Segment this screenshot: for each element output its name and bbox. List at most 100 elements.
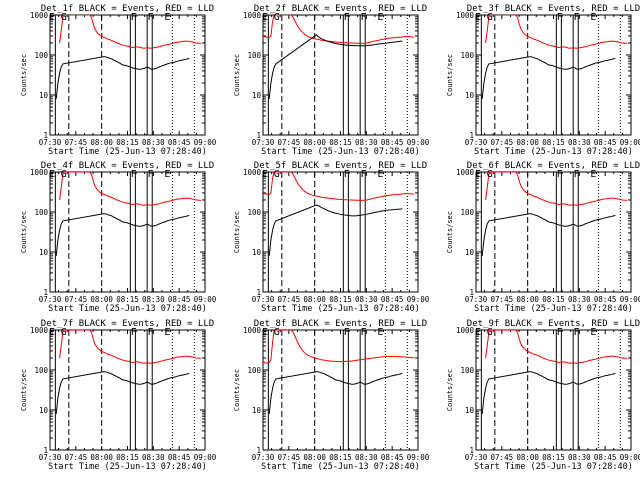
x-tick-label: 08:45	[381, 295, 404, 304]
lld-series-line	[485, 330, 628, 364]
y-axis-label: Counts/sec	[233, 369, 241, 411]
lld-series-line	[263, 330, 415, 364]
event-marker-label: F	[361, 12, 367, 23]
events-series-line	[481, 371, 616, 414]
x-tick-label: 08:30	[568, 138, 591, 147]
event-marker-label: F	[344, 12, 350, 23]
x-axis-label: Start Time (25-Jun-13 07:28:40)	[474, 304, 633, 314]
y-tick-label: 1000	[243, 168, 262, 177]
x-tick-label: 07:45	[65, 138, 88, 147]
y-tick-label: 100	[247, 366, 261, 375]
plot-area	[54, 172, 202, 292]
x-tick-label: 07:45	[491, 295, 514, 304]
event-marker-label: E	[262, 327, 268, 338]
event-marker-label: F	[131, 327, 137, 338]
y-tick-label: 1	[43, 288, 48, 297]
event-marker-label: G	[61, 12, 67, 23]
event-marker-label: E	[262, 169, 268, 180]
x-tick-label: 09:00	[407, 453, 430, 462]
x-tick-label: 07:30	[465, 138, 488, 147]
event-marker-label: F	[361, 169, 367, 180]
x-tick-label: 09:00	[620, 138, 640, 147]
event-marker-label: G	[487, 327, 493, 338]
x-axis-label: Start Time (25-Jun-13 07:28:40)	[474, 462, 633, 472]
lld-series-line	[263, 15, 415, 44]
events-series-line	[55, 213, 190, 256]
y-tick-label: 100	[247, 51, 261, 60]
y-tick-label: 100	[34, 51, 48, 60]
y-axis-label: Counts/sec	[20, 54, 28, 96]
x-tick-label: 08:00	[90, 138, 113, 147]
x-axis-label: Start Time (25-Jun-13 07:28:40)	[48, 304, 207, 314]
events-series-line	[268, 371, 403, 414]
x-tick-label: 07:45	[491, 453, 514, 462]
x-tick-label: 08:30	[142, 453, 165, 462]
x-tick-label: 08:15	[329, 138, 352, 147]
panel-7: Det_7f BLACK = Events, RED = LLD 1 10 100 10…	[20, 319, 217, 472]
y-tick-label: 1000	[456, 168, 475, 177]
panel-title: Det_5f BLACK = Events, RED = LLD	[254, 161, 427, 171]
plot-area	[54, 330, 202, 450]
event-marker-label: F	[574, 12, 580, 23]
panel-3: Det_3f BLACK = Events, RED = LLD 1 10 100 10…	[446, 4, 640, 157]
event-marker-label: G	[274, 327, 280, 338]
y-tick-label: 1	[43, 131, 48, 140]
panel-title: Det_4f BLACK = Events, RED = LLD	[41, 161, 214, 171]
plot-area	[480, 15, 628, 135]
panel-5: Det_5f BLACK = Events, RED = LLD 1 10 100 10…	[233, 161, 430, 314]
x-tick-label: 08:15	[116, 295, 139, 304]
x-tick-label: 07:45	[278, 138, 301, 147]
x-tick-label: 08:15	[542, 453, 565, 462]
y-axis-label: Counts/sec	[446, 211, 454, 253]
y-tick-label: 100	[247, 208, 261, 217]
panel-2: Det_2f BLACK = Events, RED = LLD 1 10 100 10…	[233, 4, 430, 157]
lld-series-line	[485, 172, 628, 206]
y-tick-label: 1000	[456, 11, 475, 20]
x-tick-label: 08:45	[168, 295, 191, 304]
event-marker-label: E	[475, 327, 481, 338]
x-tick-label: 07:45	[65, 453, 88, 462]
x-tick-label: 07:45	[65, 295, 88, 304]
y-axis-label: Counts/sec	[20, 369, 28, 411]
panel-title: Det_2f BLACK = Events, RED = LLD	[254, 4, 427, 14]
event-marker-label: E	[262, 12, 268, 23]
x-tick-label: 07:30	[252, 453, 275, 462]
x-tick-label: 07:30	[252, 138, 275, 147]
event-marker-label: G	[274, 169, 280, 180]
event-marker-label: F	[557, 327, 563, 338]
x-tick-label: 07:45	[278, 453, 301, 462]
y-axis-label: Counts/sec	[446, 369, 454, 411]
x-tick-label: 08:15	[329, 453, 352, 462]
lld-series-line	[59, 15, 202, 49]
event-marker-label: E	[590, 169, 596, 180]
event-marker-label: F	[344, 327, 350, 338]
events-series-line	[268, 204, 403, 256]
y-tick-label: 10	[465, 91, 475, 100]
event-marker-label: E	[590, 327, 596, 338]
x-tick-label: 08:00	[303, 295, 326, 304]
lld-series-line	[263, 172, 415, 201]
event-marker-label: F	[574, 327, 580, 338]
events-series-line	[481, 213, 616, 256]
y-tick-label: 1000	[456, 326, 475, 335]
lld-series-line	[485, 15, 628, 49]
event-marker-label: E	[590, 12, 596, 23]
y-tick-label: 1000	[30, 168, 49, 177]
plot-area	[54, 15, 202, 135]
plot-area	[480, 330, 628, 450]
y-tick-label: 10	[39, 406, 49, 415]
x-tick-label: 08:00	[90, 453, 113, 462]
plot-area	[480, 172, 628, 292]
event-marker-label: G	[487, 12, 493, 23]
x-tick-label: 09:00	[194, 453, 217, 462]
x-tick-label: 09:00	[407, 138, 430, 147]
x-axis-label: Start Time (25-Jun-13 07:28:40)	[261, 147, 420, 157]
event-marker-label: E	[475, 12, 481, 23]
x-tick-label: 08:00	[303, 453, 326, 462]
y-tick-label: 100	[460, 51, 474, 60]
event-marker-label: F	[148, 327, 154, 338]
x-tick-label: 08:00	[516, 295, 539, 304]
events-series-line	[268, 34, 403, 99]
panel-title: Det_7f BLACK = Events, RED = LLD	[41, 319, 214, 329]
